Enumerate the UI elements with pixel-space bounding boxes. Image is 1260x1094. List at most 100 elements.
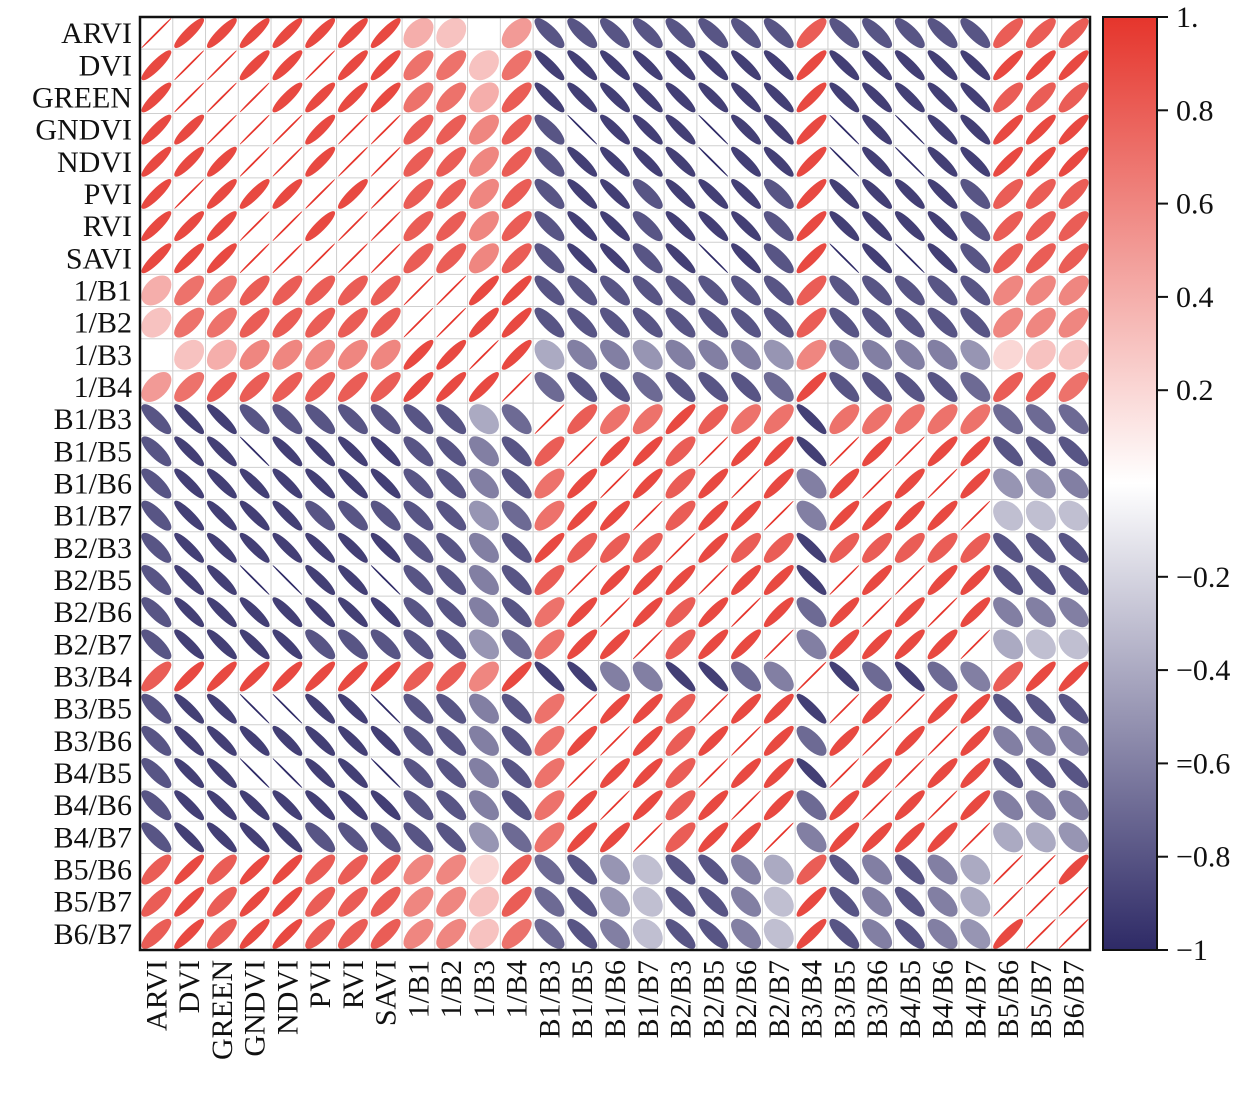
- correlation-ellipse: [862, 597, 893, 628]
- correlation-ellipse: [436, 693, 467, 724]
- correlation-ellipse: [174, 178, 205, 209]
- correlation-ellipse: [1058, 178, 1089, 209]
- correlation-ellipse: [763, 243, 794, 274]
- correlation-ellipse: [829, 886, 860, 917]
- correlation-ellipse: [141, 82, 172, 113]
- correlation-ellipse: [174, 436, 205, 467]
- correlation-ellipse: [763, 918, 794, 949]
- correlation-ellipse: [403, 758, 434, 789]
- correlation-ellipse: [600, 275, 630, 306]
- correlation-ellipse: [272, 275, 303, 306]
- correlation-ellipse: [894, 886, 925, 917]
- correlation-ellipse: [665, 629, 696, 660]
- correlation-ellipse: [534, 500, 565, 531]
- row-label: GNDVI: [35, 114, 132, 147]
- correlation-ellipse: [731, 339, 762, 370]
- correlation-ellipse: [731, 886, 762, 917]
- correlation-ellipse: [632, 532, 663, 563]
- correlation-ellipse: [1058, 532, 1089, 563]
- correlation-ellipse: [272, 532, 303, 563]
- correlation-ellipse: [927, 725, 958, 756]
- correlation-ellipse: [862, 404, 893, 435]
- correlation-ellipse: [927, 211, 958, 242]
- correlation-ellipse: [829, 758, 860, 789]
- correlation-ellipse: [1025, 146, 1056, 177]
- correlation-ellipse: [1058, 50, 1089, 81]
- correlation-ellipse: [403, 178, 434, 209]
- correlation-ellipse: [731, 565, 762, 595]
- row-label: DVI: [79, 49, 132, 82]
- correlation-ellipse: [436, 565, 467, 595]
- correlation-ellipse: [731, 661, 762, 692]
- correlation-ellipse: [960, 532, 991, 563]
- correlation-ellipse: [600, 211, 630, 242]
- correlation-ellipse: [1025, 275, 1056, 306]
- correlation-ellipse: [796, 918, 827, 949]
- correlation-ellipse: [665, 114, 696, 145]
- correlation-ellipse: [337, 822, 368, 853]
- correlation-ellipse: [141, 275, 172, 306]
- correlation-ellipse: [501, 178, 532, 209]
- correlation-ellipse: [1058, 597, 1089, 628]
- correlation-ellipse: [272, 307, 303, 338]
- correlation-ellipse: [468, 532, 499, 563]
- correlation-ellipse: [501, 597, 532, 628]
- correlation-ellipse: [600, 468, 630, 499]
- correlation-ellipse: [436, 404, 467, 435]
- correlation-ellipse: [665, 404, 696, 435]
- correlation-ellipse: [239, 629, 270, 660]
- correlation-ellipse: [632, 178, 663, 209]
- correlation-ellipse: [796, 307, 827, 338]
- row-label: B5/B7: [54, 886, 132, 919]
- correlation-ellipse: [862, 918, 893, 949]
- correlation-ellipse: [829, 790, 860, 821]
- correlation-ellipse: [206, 82, 237, 113]
- correlation-ellipse: [1058, 758, 1089, 789]
- correlation-ellipse: [305, 146, 336, 177]
- correlation-ellipse: [239, 404, 270, 435]
- correlation-ellipse: [698, 822, 729, 853]
- correlation-ellipse: [337, 661, 368, 692]
- correlation-ellipse: [731, 436, 762, 467]
- correlation-ellipse: [272, 114, 303, 145]
- correlation-ellipse: [174, 372, 205, 402]
- correlation-ellipse: [272, 372, 303, 402]
- correlation-ellipse: [206, 50, 237, 81]
- correlation-ellipse: [993, 372, 1024, 402]
- correlation-ellipse: [501, 82, 532, 113]
- correlation-ellipse: [436, 307, 467, 338]
- correlation-ellipse: [862, 468, 893, 499]
- correlation-ellipse: [403, 275, 434, 306]
- correlation-ellipse: [600, 629, 630, 660]
- correlation-ellipse: [403, 307, 434, 338]
- correlation-ellipse: [206, 500, 237, 531]
- correlation-ellipse: [534, 243, 565, 274]
- correlation-ellipse: [665, 436, 696, 467]
- correlation-ellipse: [796, 693, 827, 724]
- correlation-ellipse: [239, 790, 270, 821]
- correlation-ellipse: [927, 275, 958, 306]
- correlation-ellipse: [763, 725, 794, 756]
- correlation-ellipse: [239, 372, 270, 402]
- correlation-ellipse: [763, 178, 794, 209]
- correlation-ellipse: [436, 146, 467, 177]
- correlation-ellipse: [600, 339, 630, 370]
- column-label: B1/B7: [632, 960, 665, 1038]
- correlation-ellipse: [665, 178, 696, 209]
- correlation-ellipse: [436, 532, 467, 563]
- correlation-ellipse: [763, 211, 794, 242]
- correlation-ellipse: [862, 114, 893, 145]
- correlation-ellipse: [174, 211, 205, 242]
- correlation-ellipse: [370, 854, 401, 885]
- correlation-ellipse: [501, 661, 532, 692]
- correlation-ellipse: [600, 758, 630, 789]
- correlation-ellipse: [763, 500, 794, 531]
- colorbar-tick-label: 0.8: [1176, 94, 1214, 127]
- correlation-ellipse: [993, 661, 1024, 692]
- correlation-ellipse: [763, 822, 794, 853]
- correlation-ellipse: [600, 307, 630, 338]
- correlation-ellipse: [927, 854, 958, 885]
- correlation-ellipse: [698, 243, 729, 274]
- correlation-ellipse: [796, 178, 827, 209]
- colorbar-tick-label: =0.6: [1176, 747, 1230, 780]
